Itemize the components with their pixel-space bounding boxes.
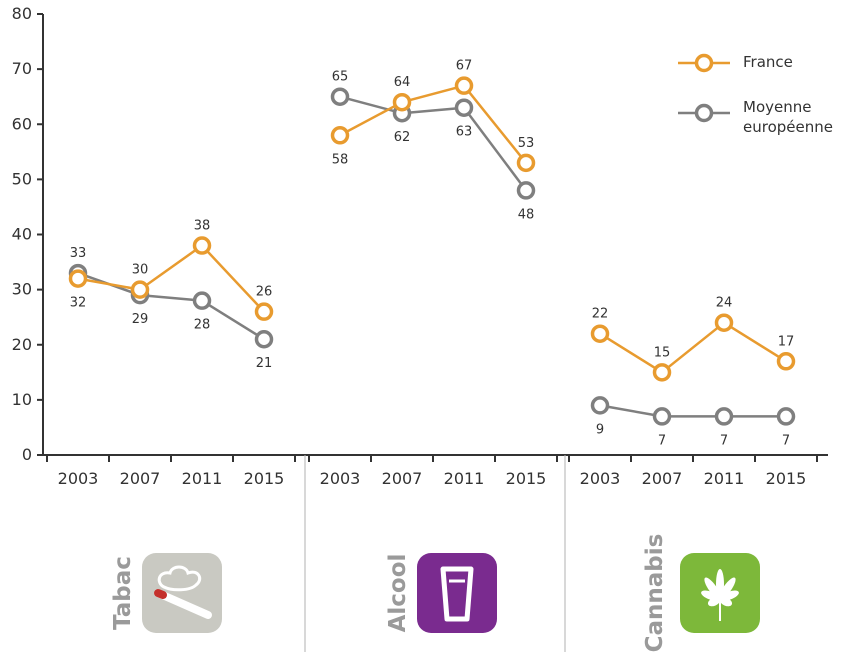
france-point bbox=[454, 76, 474, 95]
france-data-label: 32 bbox=[70, 296, 87, 311]
y-tick-label: 80 bbox=[12, 4, 32, 23]
europe-point bbox=[652, 407, 672, 426]
france-data-label: 26 bbox=[256, 285, 273, 300]
group-cannabis: 9 7 7 7 22 15 24 17 bbox=[590, 296, 796, 448]
leaf-blade bbox=[704, 577, 721, 600]
europe-data-label: 65 bbox=[332, 70, 349, 85]
group-label-cannabis: Cannabis bbox=[642, 534, 668, 652]
europe-point bbox=[590, 396, 610, 415]
france-point bbox=[516, 153, 536, 173]
europe-data-label: 63 bbox=[456, 125, 473, 140]
france-point bbox=[68, 269, 88, 288]
europe-data-label: 7 bbox=[782, 433, 790, 448]
europe-line bbox=[339, 95, 528, 192]
x-tick-label: 2011 bbox=[182, 469, 223, 488]
france-point bbox=[392, 92, 412, 112]
europe-point bbox=[254, 329, 274, 349]
france-data-label: 38 bbox=[194, 219, 211, 234]
x-tick-label: 2011 bbox=[444, 469, 485, 488]
x-tick-label: 2007 bbox=[642, 469, 683, 488]
europe-point bbox=[192, 291, 212, 310]
series-layer: 33 29 28 21 32 30 38 26 65 62 63 48 58 64 67 53 9 7 7 7 22 15… bbox=[68, 59, 796, 448]
europe-data-label: 9 bbox=[596, 422, 604, 437]
x-tick-label: 2003 bbox=[58, 469, 99, 488]
europe-data-label: 48 bbox=[518, 207, 535, 222]
europe-data-label: 62 bbox=[394, 130, 411, 145]
x-tick-label: 2007 bbox=[382, 469, 423, 488]
france-data-label: 58 bbox=[332, 152, 349, 167]
france-point bbox=[330, 126, 350, 145]
leaf-shape bbox=[701, 569, 739, 621]
leaf-blade bbox=[707, 597, 721, 607]
france-data-label: 67 bbox=[456, 59, 473, 74]
icon-background bbox=[417, 553, 497, 633]
france-point bbox=[776, 352, 796, 371]
europe-point bbox=[776, 407, 796, 426]
france-data-label: 30 bbox=[132, 263, 149, 278]
group-alcool: 65 62 63 48 58 64 67 53 bbox=[330, 59, 536, 222]
france-line bbox=[339, 84, 527, 164]
y-tick-label: 60 bbox=[12, 114, 32, 133]
y-tick-label: 40 bbox=[12, 225, 32, 244]
y-tick-label: 20 bbox=[12, 335, 32, 354]
group-icons: Tabac Alcool Cannabis bbox=[110, 534, 760, 652]
france-data-label: 53 bbox=[518, 136, 535, 151]
x-tick-label: 2007 bbox=[120, 469, 161, 488]
group-tabac: 33 29 28 21 32 30 38 26 bbox=[68, 219, 274, 371]
europe-data-label: 7 bbox=[720, 433, 728, 448]
smoke-shape bbox=[157, 565, 202, 592]
x-tick-label: 2015 bbox=[506, 469, 547, 488]
europe-data-label: 33 bbox=[70, 246, 87, 261]
europe-data-label: 21 bbox=[256, 356, 273, 371]
group-label-alcool: Alcool bbox=[385, 554, 411, 633]
y-tick-label: 0 bbox=[22, 445, 32, 464]
france-point bbox=[254, 302, 274, 321]
europe-data-label: 7 bbox=[658, 433, 666, 448]
x-tick-label: 2011 bbox=[704, 469, 745, 488]
france-point bbox=[192, 236, 212, 255]
france-data-label: 24 bbox=[716, 296, 733, 311]
y-tick-label: 50 bbox=[12, 169, 32, 188]
europe-point bbox=[454, 98, 474, 117]
legend: France Moyenne européenne bbox=[678, 53, 833, 136]
cannabis-leaf-icon bbox=[680, 553, 760, 633]
france-point bbox=[714, 313, 734, 332]
group-label-tabac: Tabac bbox=[110, 556, 136, 630]
france-data-label: 22 bbox=[592, 307, 609, 322]
france-point bbox=[130, 280, 150, 299]
france-data-label: 15 bbox=[654, 345, 671, 360]
france-point bbox=[652, 363, 672, 382]
europe-point bbox=[330, 87, 350, 106]
legend-europe-marker bbox=[694, 103, 714, 123]
france-data-label: 64 bbox=[394, 75, 411, 90]
legend-europe-label: Moyenne européenne bbox=[743, 98, 833, 136]
france-line bbox=[599, 321, 787, 374]
beer-glass-icon bbox=[417, 553, 497, 633]
europe-data-label: 28 bbox=[194, 318, 211, 333]
x-tick-label: 2015 bbox=[244, 469, 285, 488]
europe-line bbox=[599, 404, 786, 418]
europe-point bbox=[714, 407, 734, 426]
legend-france-marker bbox=[694, 53, 714, 73]
x-tick-label: 2015 bbox=[766, 469, 807, 488]
europe-point bbox=[516, 181, 536, 200]
france-line bbox=[77, 244, 265, 313]
leaf-blade bbox=[719, 577, 736, 600]
axes: 0 10 20 30 40 50 60 70 80 2003 2007 2011 2015 2003 200… bbox=[12, 4, 828, 652]
cigarette-tip bbox=[154, 589, 167, 599]
glass-outline bbox=[440, 566, 474, 622]
legend-france-label: France bbox=[743, 53, 793, 71]
y-tick-label: 10 bbox=[12, 390, 32, 409]
cigarette-icon bbox=[142, 553, 222, 633]
x-tick-label: 2003 bbox=[320, 469, 361, 488]
y-tick-label: 70 bbox=[12, 59, 32, 78]
europe-data-label: 29 bbox=[132, 312, 149, 327]
y-tick-label: 30 bbox=[12, 280, 32, 299]
france-point bbox=[590, 324, 610, 343]
leaf-blade bbox=[719, 597, 733, 607]
x-tick-label: 2003 bbox=[580, 469, 621, 488]
france-data-label: 17 bbox=[778, 334, 795, 349]
